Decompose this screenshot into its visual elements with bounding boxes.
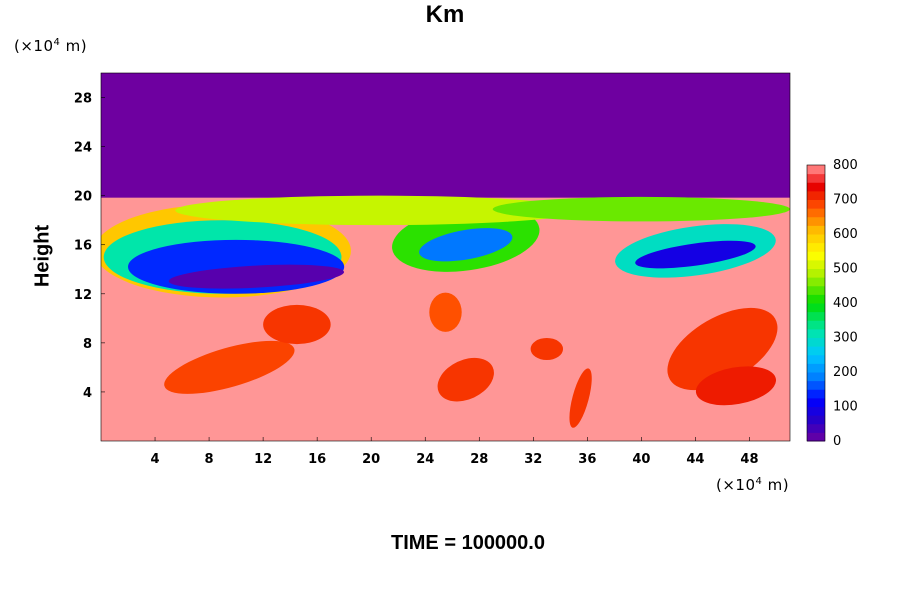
colorbar-label: 400 bbox=[833, 296, 858, 311]
chart-title: Km bbox=[425, 1, 465, 28]
colorbar-swatch bbox=[807, 432, 825, 442]
colorbar-swatch bbox=[807, 268, 825, 278]
x-tick-label: 16 bbox=[308, 452, 326, 467]
colorbar-label: 100 bbox=[833, 400, 858, 415]
colorbar-swatch bbox=[807, 337, 825, 347]
colorbar-swatch bbox=[807, 363, 825, 373]
colorbar-swatch bbox=[807, 173, 825, 183]
colorbar-swatch bbox=[807, 397, 825, 407]
colorbar-label: 700 bbox=[833, 193, 858, 208]
colorbar-frame bbox=[806, 164, 826, 442]
x-axis-unit: (×104 m) bbox=[716, 476, 790, 494]
colorbar-swatch bbox=[807, 423, 825, 433]
colorbar-label: 200 bbox=[833, 365, 858, 380]
field-patch-32 bbox=[530, 337, 564, 361]
field-streak-36 bbox=[569, 368, 592, 428]
y-tick-label: 8 bbox=[83, 337, 92, 352]
field-patch-26 bbox=[429, 292, 462, 332]
y-tick-label: 20 bbox=[74, 190, 92, 205]
field-patch-28 bbox=[437, 357, 494, 402]
y-axis-ticks: 4 8 12 16 20 24 28 bbox=[74, 92, 105, 401]
x-tick-label: 20 bbox=[362, 452, 380, 467]
x-tick-label: 8 bbox=[205, 452, 214, 467]
colorbar-label: 0 bbox=[833, 434, 841, 449]
y-tick-label: 24 bbox=[74, 141, 92, 156]
plot-frame bbox=[100, 72, 791, 442]
x-tick-label: 48 bbox=[740, 452, 758, 467]
colorbar-swatch bbox=[807, 328, 825, 338]
colorbar-swatch bbox=[807, 242, 825, 252]
colorbar-swatch bbox=[807, 372, 825, 382]
y-axis-unit: (×104 m) bbox=[14, 37, 88, 55]
colorbar-label: 500 bbox=[833, 262, 858, 277]
heatmap-plot bbox=[101, 73, 790, 441]
y-tick-label: 16 bbox=[74, 239, 92, 254]
y-tick-label: 28 bbox=[74, 92, 92, 107]
x-tick-label: 32 bbox=[524, 452, 542, 467]
colorbar-swatch bbox=[807, 259, 825, 269]
field-arc-right bbox=[667, 307, 778, 391]
colorbar-swatch bbox=[807, 406, 825, 416]
colorbar-swatch bbox=[807, 354, 825, 364]
colorbar-swatch bbox=[807, 182, 825, 192]
colorbar-swatch bbox=[807, 380, 825, 390]
colorbar-label: 300 bbox=[833, 331, 858, 346]
colorbar-swatch bbox=[807, 320, 825, 330]
field-arc-left bbox=[164, 340, 295, 394]
colorbar-swatch bbox=[807, 303, 825, 313]
colorbar-swatch bbox=[807, 190, 825, 200]
x-tick-label: 28 bbox=[470, 452, 488, 467]
x-tick-label: 4 bbox=[151, 452, 160, 467]
y-tick-label: 12 bbox=[74, 288, 92, 303]
field-top-edge bbox=[175, 195, 581, 226]
colorbar-swatch bbox=[807, 311, 825, 321]
colorbar-swatch bbox=[807, 294, 825, 304]
field-central-core bbox=[419, 228, 513, 262]
x-tick-label: 40 bbox=[632, 452, 650, 467]
colorbar-swatch bbox=[807, 225, 825, 235]
colorbar-swatch bbox=[807, 199, 825, 209]
colorbar-swatch bbox=[807, 165, 825, 175]
colorbar-label: 600 bbox=[833, 227, 858, 242]
field-arc-right-low bbox=[695, 366, 777, 406]
colorbar-swatch bbox=[807, 251, 825, 261]
field-band-core bbox=[168, 264, 345, 289]
colorbar-swatch bbox=[807, 415, 825, 425]
colorbar-swatch bbox=[807, 216, 825, 226]
time-label: TIME = 100000.0 bbox=[391, 532, 545, 554]
x-tick-label: 24 bbox=[416, 452, 434, 467]
colorbar-swatch bbox=[807, 389, 825, 399]
x-axis-ticks: 4 8 12 16 20 24 28 32 36 40 44 48 bbox=[151, 437, 759, 467]
colorbar-swatch bbox=[807, 234, 825, 244]
field-right-core bbox=[635, 240, 756, 269]
colorbar-swatch bbox=[807, 277, 825, 287]
colorbar-swatch bbox=[807, 208, 825, 218]
x-tick-label: 12 bbox=[254, 452, 272, 467]
y-tick-label: 4 bbox=[83, 386, 92, 401]
x-tick-label: 44 bbox=[686, 452, 704, 467]
colorbar-label: 800 bbox=[833, 158, 858, 173]
colorbar: 0 100 200 300 400 500 600 700 800 bbox=[806, 158, 858, 449]
x-tick-label: 36 bbox=[578, 452, 596, 467]
heatmap-upper-layer bbox=[101, 73, 790, 198]
field-patch-mid bbox=[263, 304, 331, 345]
field-top-edge-2 bbox=[492, 196, 790, 222]
colorbar-swatch bbox=[807, 346, 825, 356]
colorbar-swatch bbox=[807, 285, 825, 295]
